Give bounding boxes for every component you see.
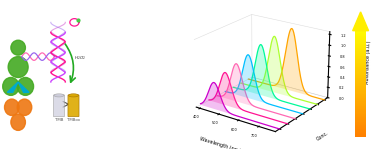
Text: TMBox: TMBox	[67, 118, 80, 122]
Polygon shape	[18, 82, 29, 92]
Polygon shape	[353, 12, 369, 31]
Ellipse shape	[17, 77, 34, 95]
X-axis label: Wavelength (nm): Wavelength (nm)	[199, 136, 241, 149]
FancyBboxPatch shape	[68, 95, 79, 117]
Y-axis label: Conc.: Conc.	[316, 131, 330, 142]
Text: $H_2O_2$: $H_2O_2$	[74, 55, 86, 62]
Ellipse shape	[17, 99, 32, 115]
Polygon shape	[7, 82, 18, 92]
FancyBboxPatch shape	[53, 95, 65, 117]
Ellipse shape	[3, 77, 19, 95]
Ellipse shape	[54, 94, 64, 97]
Text: TMB: TMB	[55, 118, 63, 122]
Ellipse shape	[11, 114, 25, 130]
Ellipse shape	[11, 40, 25, 55]
Ellipse shape	[5, 99, 19, 115]
Ellipse shape	[68, 94, 79, 97]
Ellipse shape	[8, 57, 28, 77]
